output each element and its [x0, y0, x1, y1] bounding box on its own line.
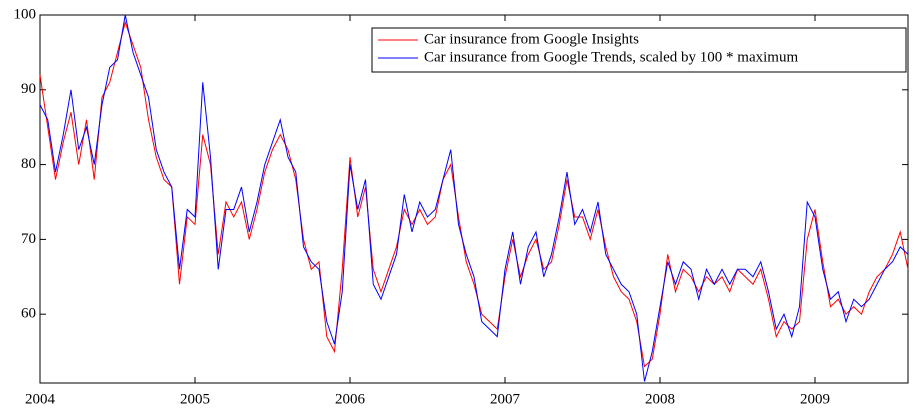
data-line	[39, 20, 909, 368]
x-tick-label: 2004	[25, 391, 56, 407]
y-tick-label: 90	[21, 81, 36, 97]
x-tick-label: 2009	[800, 391, 830, 407]
legend: Car insurance from Google Insights Car in…	[371, 27, 907, 73]
plot-area: 60 70 80 90 100 2004 2005 2006 2007 2008 2009	[14, 6, 909, 407]
x-tick-label: 2007	[490, 391, 521, 407]
plot-frame	[39, 14, 909, 384]
x-tick-label: 2008	[645, 391, 675, 407]
x-tick-label: 2006	[335, 391, 366, 407]
legend-label: Car insurance from Google Trends, scaled…	[424, 49, 798, 65]
y-tick-label: 70	[21, 231, 36, 247]
y-tick-label: 100	[14, 6, 37, 22]
data-line	[39, 14, 909, 382]
legend-label: Car insurance from Google Insights	[424, 31, 639, 47]
legend-box	[371, 27, 907, 73]
y-tick-label: 60	[21, 306, 36, 322]
y-tick-label: 80	[21, 156, 36, 172]
x-tick-label: 2005	[180, 391, 210, 407]
